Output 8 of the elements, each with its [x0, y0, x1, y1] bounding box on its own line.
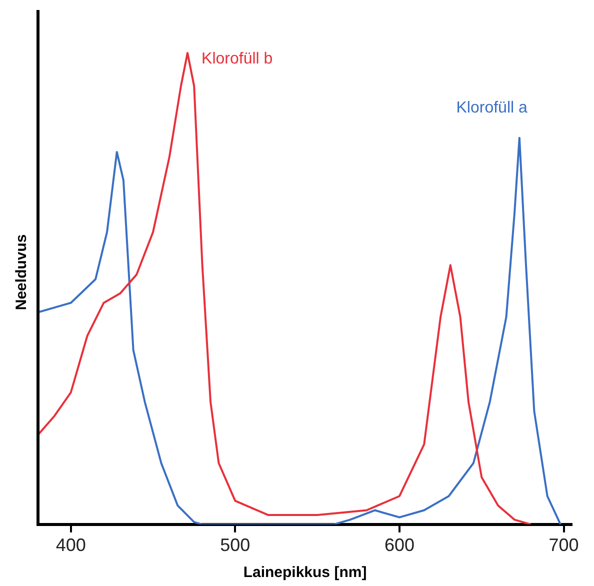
x-tick-label: 500	[220, 535, 250, 556]
y-axis-title: Neelduvus	[13, 234, 30, 310]
x-tick-label: 700	[548, 535, 579, 556]
x-tick-label: 600	[384, 535, 414, 556]
series-label: Klorofüll b	[202, 50, 273, 68]
x-tick-label: 400	[56, 535, 86, 556]
x-axis-title: Lainepikkus [nm]	[243, 564, 367, 582]
series-label: Klorofüll a	[456, 99, 528, 116]
